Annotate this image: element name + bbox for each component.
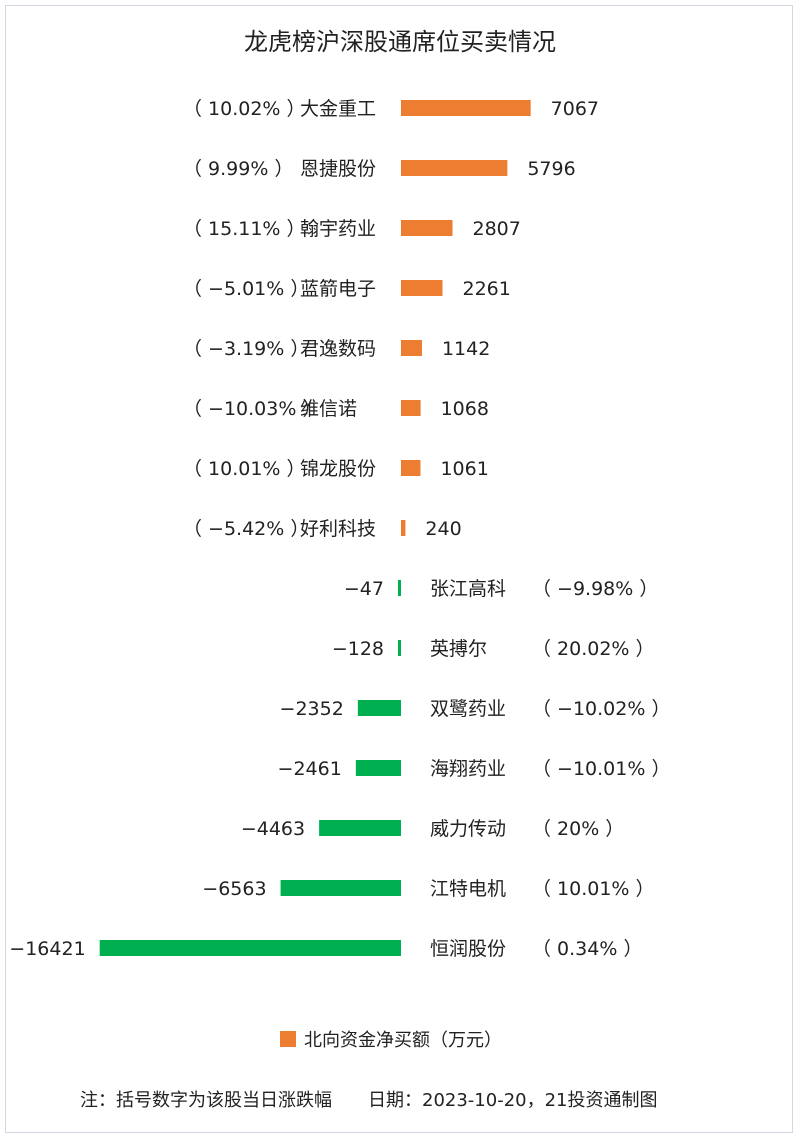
bar bbox=[319, 820, 401, 836]
category-label: 恒润股份 bbox=[430, 938, 506, 960]
category-label: 双鹭药业 bbox=[430, 698, 506, 720]
value-label: 2807 bbox=[473, 218, 521, 240]
change-label: （ 10.02% ） bbox=[183, 98, 306, 120]
value-label: 1068 bbox=[441, 398, 489, 420]
footer-date: 日期：2023-10-20，21投资通制图 bbox=[368, 1090, 658, 1111]
bar bbox=[398, 580, 401, 596]
footer: 注：括号数字为该股当日涨跌幅 日期：2023-10-20，21投资通制图 bbox=[80, 1086, 658, 1112]
change-label: （ 10.01% ） bbox=[183, 458, 306, 480]
value-label: 1142 bbox=[442, 338, 490, 360]
value-label: −2352 bbox=[280, 698, 344, 720]
value-label: −47 bbox=[344, 578, 384, 600]
category-label: 张江高科 bbox=[430, 578, 506, 600]
change-label: （ −3.19% ） bbox=[183, 338, 309, 360]
category-label: 好利科技 bbox=[300, 518, 376, 540]
value-label: −4463 bbox=[241, 818, 305, 840]
category-label: 蓝箭电子 bbox=[300, 278, 376, 300]
change-label: （ 20% ） bbox=[532, 818, 624, 840]
footer-note: 注：括号数字为该股当日涨跌幅 bbox=[80, 1090, 332, 1111]
chart-frame bbox=[5, 5, 793, 1133]
bar bbox=[401, 520, 406, 536]
legend-label: 北向资金净买额（万元） bbox=[304, 1030, 502, 1051]
category-label: 大金重工 bbox=[300, 98, 376, 120]
bar bbox=[401, 460, 421, 476]
bar bbox=[401, 280, 443, 296]
value-label: 7067 bbox=[551, 98, 599, 120]
category-label: 翰宇药业 bbox=[300, 218, 376, 240]
change-label: （ 15.11% ） bbox=[183, 218, 306, 240]
change-label: （ 0.34% ） bbox=[532, 938, 642, 960]
value-label: 5796 bbox=[527, 158, 575, 180]
category-label: 恩捷股份 bbox=[300, 158, 376, 180]
category-label: 英搏尔 bbox=[430, 638, 487, 660]
chart-title: 龙虎榜沪深股通席位买卖情况 bbox=[244, 28, 556, 56]
category-label: 江特电机 bbox=[430, 878, 506, 900]
change-label: （ −10.02% ） bbox=[532, 698, 670, 720]
change-label: （ 10.01% ） bbox=[532, 878, 655, 900]
value-label: −6563 bbox=[202, 878, 266, 900]
legend: 北向资金净买额（万元） bbox=[280, 1026, 502, 1052]
bar bbox=[398, 640, 401, 656]
change-label: （ −10.03% ） bbox=[183, 398, 321, 420]
category-label: 威力传动 bbox=[430, 818, 506, 840]
change-label: （ −5.42% ） bbox=[183, 518, 309, 540]
value-label: −16421 bbox=[9, 938, 85, 960]
value-label: −2461 bbox=[278, 758, 342, 780]
change-label: （ −9.98% ） bbox=[532, 578, 658, 600]
legend-swatch bbox=[280, 1031, 296, 1047]
bar bbox=[280, 880, 401, 896]
bar-chart: 7067 大金重工（ 10.02% ） 5796 恩捷股份 （ 9.99% ） 2807 翰… bbox=[9, 98, 670, 960]
value-label: 2261 bbox=[462, 278, 510, 300]
bar bbox=[355, 760, 401, 776]
bar bbox=[401, 400, 421, 416]
category-label: 君逸数码 bbox=[300, 338, 376, 360]
value-label: 1061 bbox=[440, 458, 488, 480]
bar bbox=[401, 220, 453, 236]
value-label: 240 bbox=[425, 518, 461, 540]
change-label: （ 20.02% ） bbox=[532, 638, 655, 660]
bar bbox=[357, 700, 401, 716]
bar bbox=[401, 340, 422, 356]
bar bbox=[99, 940, 401, 956]
category-label: 锦龙股份 bbox=[300, 458, 376, 480]
bar bbox=[401, 160, 508, 176]
change-label: （ 9.99% ） bbox=[183, 158, 293, 180]
category-label: 海翔药业 bbox=[430, 758, 506, 780]
category-label: 维信诺 bbox=[300, 398, 357, 420]
bar bbox=[401, 100, 531, 116]
change-label: （ −5.01% ） bbox=[183, 278, 309, 300]
value-label: −128 bbox=[332, 638, 384, 660]
change-label: （ −10.01% ） bbox=[532, 758, 670, 780]
